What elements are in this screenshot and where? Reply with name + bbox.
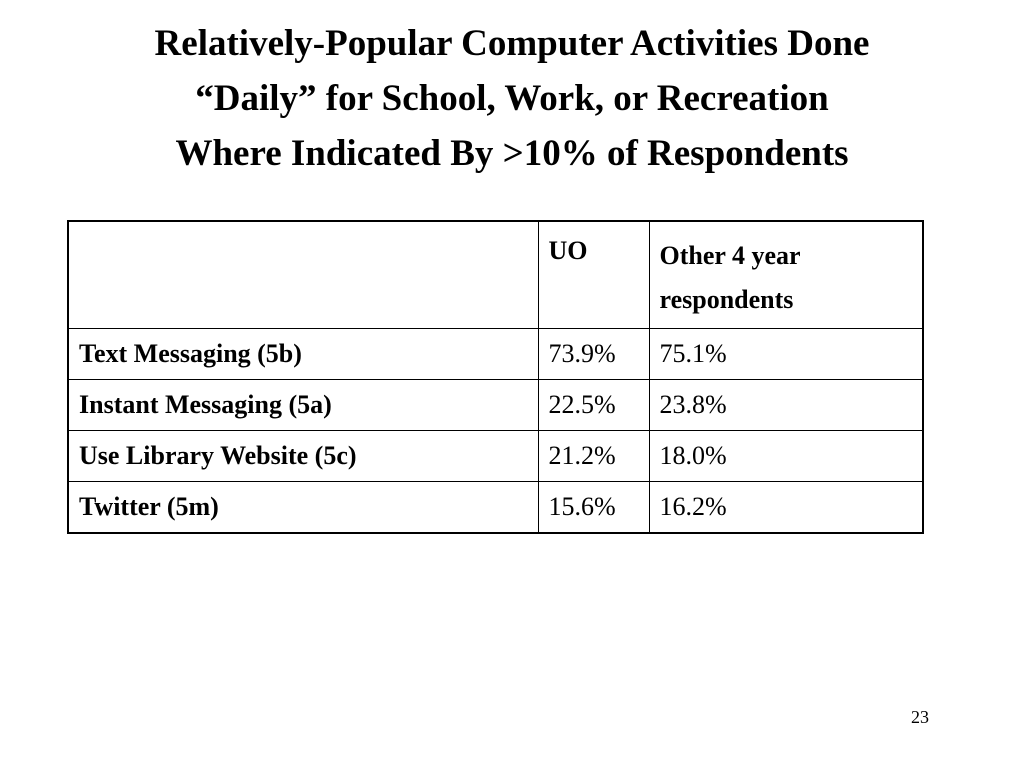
activity-label: Instant Messaging (5a)	[67, 379, 539, 431]
activities-table: UO Other 4 year respondents Text Messagi…	[67, 220, 924, 534]
other-value: 18.0%	[648, 430, 924, 482]
header-cell-activity	[67, 220, 539, 329]
table-row: Twitter (5m) 15.6% 16.2%	[67, 481, 924, 533]
other-value: 23.8%	[648, 379, 924, 431]
other-value: 16.2%	[648, 481, 924, 533]
header-cell-uo: UO	[537, 220, 650, 329]
title-line-2: “Daily” for School, Work, or Recreation	[195, 78, 829, 119]
table-row: Instant Messaging (5a) 22.5% 23.8%	[67, 379, 924, 431]
slide-title: Relatively-Popular Computer Activities D…	[0, 16, 1024, 181]
header-cell-other: Other 4 year respondents	[648, 220, 924, 329]
table-body: Text Messaging (5b) 73.9% 75.1% Instant …	[67, 328, 924, 533]
activity-label: Use Library Website (5c)	[67, 430, 539, 482]
header-row: UO Other 4 year respondents	[67, 220, 924, 329]
uo-value: 21.2%	[537, 430, 650, 482]
table-row: Use Library Website (5c) 21.2% 18.0%	[67, 430, 924, 482]
table-row: Text Messaging (5b) 73.9% 75.1%	[67, 328, 924, 380]
activity-label: Twitter (5m)	[67, 481, 539, 533]
page-number: 23	[911, 707, 929, 727]
title-line-3: Where Indicated By >10% of Respondents	[175, 133, 849, 174]
other-value: 75.1%	[648, 328, 924, 380]
uo-value: 73.9%	[537, 328, 650, 380]
title-line-1: Relatively-Popular Computer Activities D…	[154, 23, 870, 64]
uo-value: 22.5%	[537, 379, 650, 431]
uo-value: 15.6%	[537, 481, 650, 533]
activity-label: Text Messaging (5b)	[67, 328, 539, 380]
table-header: UO Other 4 year respondents	[67, 220, 924, 329]
